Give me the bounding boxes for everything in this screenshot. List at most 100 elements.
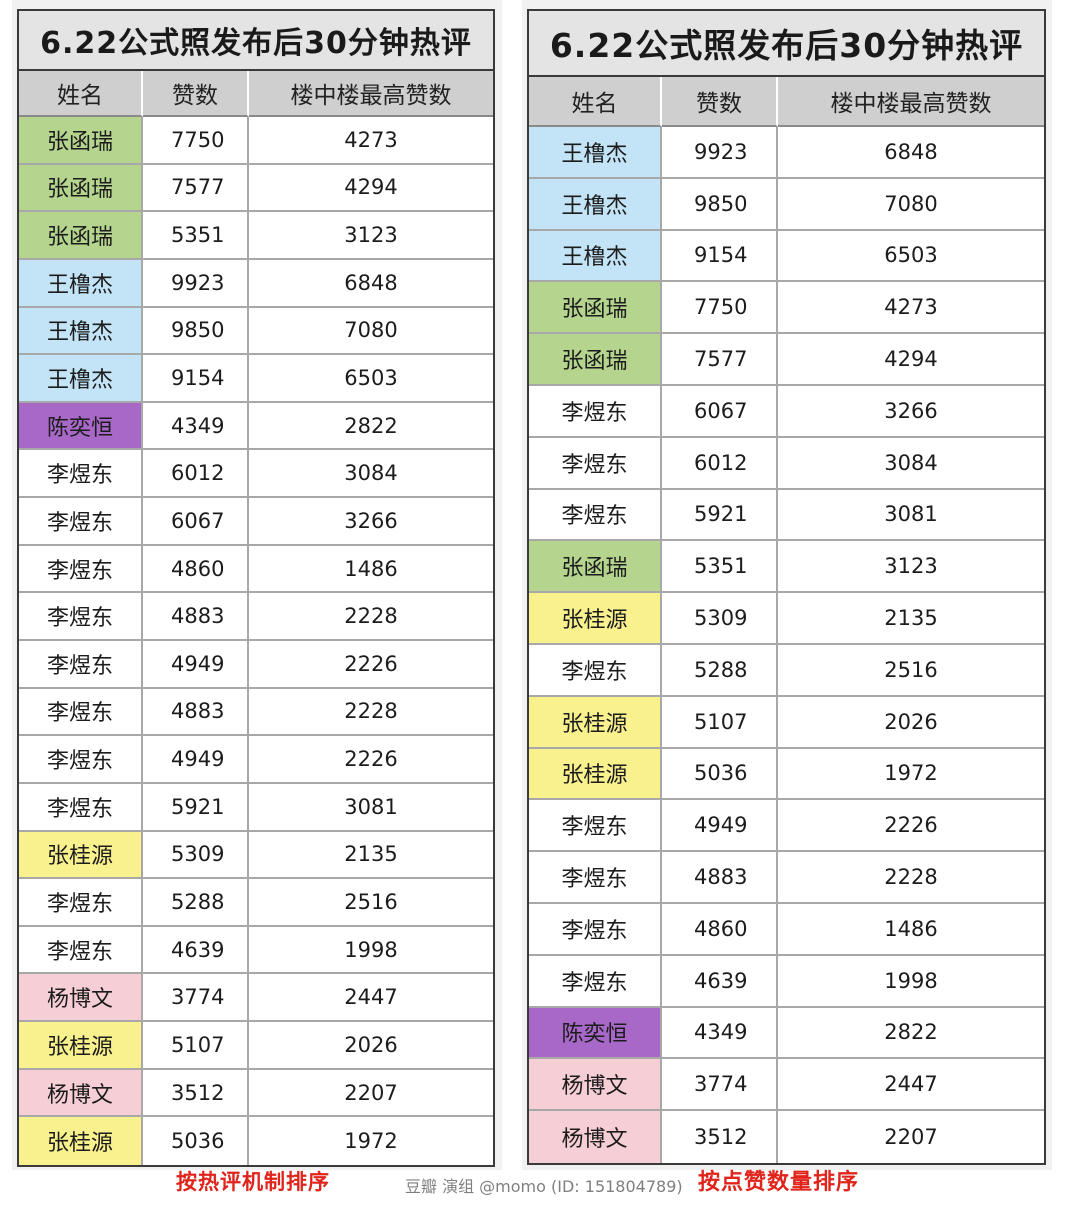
- left-likes-cell: 4883: [143, 688, 249, 737]
- right-top-reply-cell: 3123: [778, 541, 1044, 594]
- left-top-reply-cell: 2207: [249, 1069, 493, 1118]
- right-top-reply-cell: 6503: [778, 230, 1044, 283]
- right-likes-cell: 9154: [662, 230, 778, 283]
- right-name-cell: 李煜东: [529, 955, 662, 1008]
- left-name-cell: 张桂源: [19, 1117, 143, 1165]
- right-likes-cell: 5107: [662, 696, 778, 749]
- right-likes-cell: 5921: [662, 489, 778, 542]
- left-likes-cell: 9923: [143, 259, 249, 308]
- left-likes-cell: 5036: [143, 1117, 249, 1165]
- left-name-cell: 杨博文: [19, 1069, 143, 1118]
- left-name-cell: 张函瑞: [19, 117, 143, 165]
- right-name-cell: 张桂源: [529, 696, 662, 749]
- left-likes-cell: 5351: [143, 212, 249, 260]
- left-top-reply-cell: 2228: [249, 593, 493, 641]
- left-likes-cell: 4860: [143, 545, 249, 594]
- right-likes-cell: 6012: [662, 437, 778, 490]
- left-name-cell: 李煜东: [19, 926, 143, 975]
- left-likes-cell: 4949: [143, 641, 249, 689]
- left-top-reply-cell: 2226: [249, 736, 493, 784]
- right-name-cell: 李煜东: [529, 385, 662, 438]
- left-top-reply-cell: 6503: [249, 355, 493, 403]
- right-name-cell: 李煜东: [529, 852, 662, 904]
- left-likes-cell: 6067: [143, 498, 249, 546]
- left-top-reply-cell: 4273: [249, 117, 493, 165]
- right-table-caption: 按点赞数量排序: [698, 1170, 860, 1195]
- left-top-reply-cell: 3084: [249, 450, 493, 499]
- left-top-reply-cell: 4294: [249, 164, 493, 213]
- right-top-reply-cell: 2822: [778, 1007, 1044, 1060]
- left-top-reply-cell: 3081: [249, 783, 493, 832]
- right-likes-cell: 4349: [662, 1007, 778, 1060]
- right-top-reply-cell: 3081: [778, 489, 1044, 542]
- right-likes-cell: 5351: [662, 541, 778, 594]
- right-likes-cell: 4949: [662, 800, 778, 853]
- left-likes-cell: 3774: [143, 974, 249, 1023]
- right-likes-cell: 5288: [662, 644, 778, 697]
- left-name-cell: 李煜东: [19, 498, 143, 546]
- left-top-reply-cell: 2822: [249, 402, 493, 451]
- left-name-cell: 李煜东: [19, 736, 143, 784]
- left-top-reply-cell: 2135: [249, 831, 493, 880]
- right-likes-cell: 4883: [662, 852, 778, 904]
- left-likes-cell: 4349: [143, 402, 249, 451]
- right-top-reply-cell: 2226: [778, 800, 1044, 853]
- left-likes-cell: 5921: [143, 783, 249, 832]
- left-likes-cell: 7750: [143, 117, 249, 165]
- left-name-cell: 张桂源: [19, 831, 143, 880]
- left-name-cell: 李煜东: [19, 688, 143, 737]
- right-likes-cell: 9923: [662, 127, 778, 179]
- left-name-cell: 王橹杰: [19, 307, 143, 356]
- left-name-cell: 李煜东: [19, 783, 143, 832]
- left-top-reply-cell: 2516: [249, 879, 493, 927]
- left-name-cell: 张函瑞: [19, 212, 143, 260]
- left-name-cell: 李煜东: [19, 450, 143, 499]
- left-top-reply-cell: 2447: [249, 974, 493, 1023]
- right-top-reply-cell: 3084: [778, 437, 1044, 490]
- left-top-reply-cell: 1486: [249, 545, 493, 594]
- right-likes-cell: 4860: [662, 903, 778, 956]
- left-top-reply-cell: 2228: [249, 688, 493, 737]
- left-header-name: 姓名: [19, 71, 143, 117]
- left-name-cell: 李煜东: [19, 593, 143, 641]
- right-top-reply-cell: 2447: [778, 1059, 1044, 1112]
- right-likes-cell: 4639: [662, 955, 778, 1008]
- right-top-reply-cell: 1998: [778, 955, 1044, 1008]
- left-name-cell: 李煜东: [19, 879, 143, 927]
- left-top-reply-cell: 2026: [249, 1022, 493, 1070]
- left-name-cell: 张函瑞: [19, 164, 143, 213]
- left-table-title: 6.22公式照发布后30分钟热评: [19, 11, 493, 71]
- right-name-cell: 杨博文: [529, 1111, 662, 1163]
- right-top-reply-cell: 1486: [778, 903, 1044, 956]
- left-name-cell: 李煜东: [19, 641, 143, 689]
- right-top-reply-cell: 6848: [778, 127, 1044, 179]
- left-ranking-table: 6.22公式照发布后30分钟热评 姓名 赞数 楼中楼最高赞数 张函瑞 7750 42…: [17, 9, 495, 1167]
- left-top-reply-cell: 6848: [249, 259, 493, 308]
- left-top-reply-cell: 3266: [249, 498, 493, 546]
- right-name-cell: 杨博文: [529, 1059, 662, 1112]
- right-likes-cell: 3512: [662, 1111, 778, 1163]
- right-likes-cell: 5309: [662, 593, 778, 645]
- left-name-cell: 张桂源: [19, 1022, 143, 1070]
- right-name-cell: 张桂源: [529, 748, 662, 801]
- right-top-reply-cell: 2135: [778, 593, 1044, 645]
- left-likes-cell: 5309: [143, 831, 249, 880]
- right-name-cell: 李煜东: [529, 437, 662, 490]
- left-table-caption: 按热评机制排序: [176, 1170, 330, 1194]
- right-name-cell: 陈奕恒: [529, 1007, 662, 1060]
- right-table-title: 6.22公式照发布后30分钟热评: [529, 11, 1044, 77]
- left-likes-cell: 9850: [143, 307, 249, 356]
- left-likes-cell: 4883: [143, 593, 249, 641]
- right-top-reply-cell: 2516: [778, 644, 1044, 697]
- left-likes-cell: 7577: [143, 164, 249, 213]
- left-name-cell: 李煜东: [19, 545, 143, 594]
- right-top-reply-cell: 1972: [778, 748, 1044, 801]
- right-name-cell: 张桂源: [529, 593, 662, 645]
- left-header-top-reply: 楼中楼最高赞数: [249, 71, 493, 117]
- left-likes-cell: 6012: [143, 450, 249, 499]
- right-name-cell: 王橹杰: [529, 230, 662, 283]
- left-likes-cell: 5107: [143, 1022, 249, 1070]
- right-ranking-table: 6.22公式照发布后30分钟热评 姓名 赞数 楼中楼最高赞数 王橹杰 9923 68…: [527, 9, 1046, 1165]
- right-name-cell: 李煜东: [529, 489, 662, 542]
- left-name-cell: 王橹杰: [19, 259, 143, 308]
